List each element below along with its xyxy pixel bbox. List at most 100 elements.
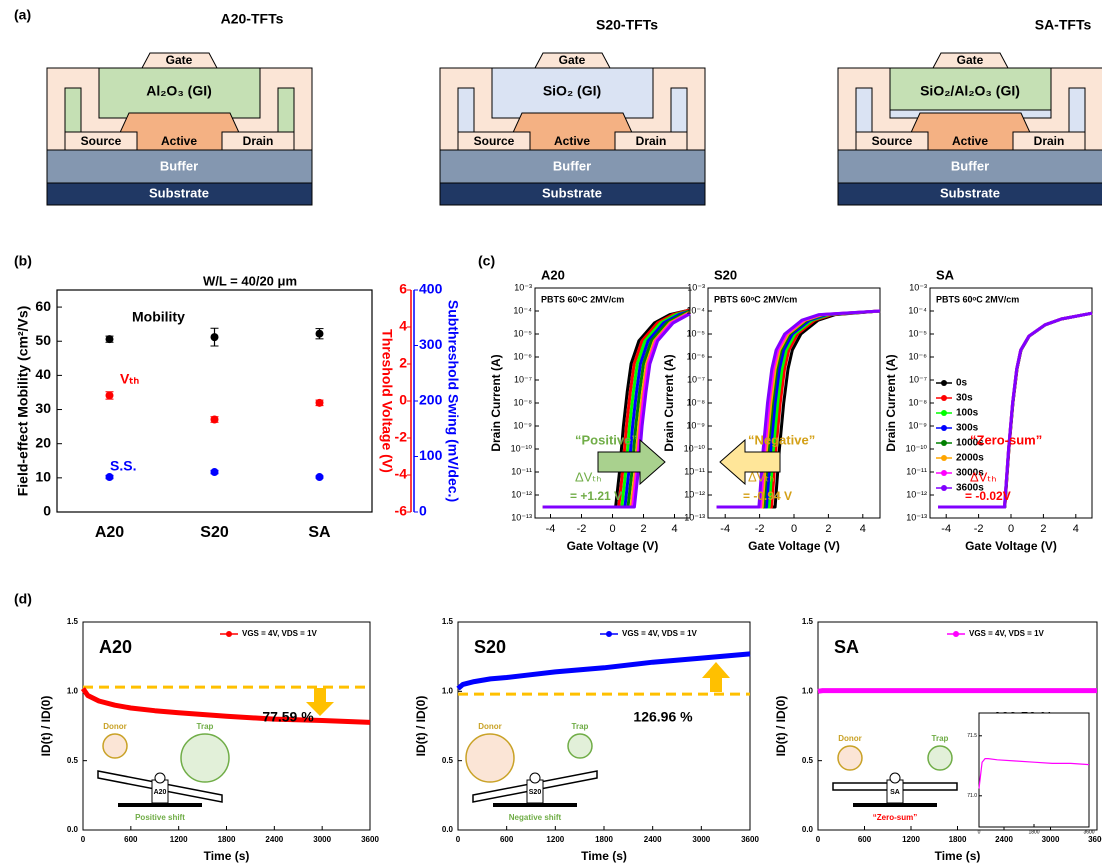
x-axis-title: Gate Voltage (V) xyxy=(748,539,840,553)
y-tick-label: 10⁻¹¹ xyxy=(906,466,927,476)
trap-bag xyxy=(181,734,229,782)
y-tick-label: 10⁻¹¹ xyxy=(684,466,705,476)
legend-label: 2000s xyxy=(956,453,984,464)
x-tick-label: -2 xyxy=(755,523,765,535)
x-axis-title: Time (s) xyxy=(935,849,981,863)
x-axis-title: Gate Voltage (V) xyxy=(567,539,659,553)
panel-label: (d) xyxy=(14,591,32,607)
y-tick-label: 10⁻⁴ xyxy=(908,305,927,315)
x-tick-label: 2400 xyxy=(265,835,283,844)
point xyxy=(316,399,324,407)
legend-label: 100s xyxy=(956,408,979,419)
gi-label: Al₂O₃ (GI) xyxy=(146,83,212,99)
y-tick-label: 10⁻¹² xyxy=(906,489,927,499)
chart-title: S20 xyxy=(474,637,506,657)
x-axis-title: Time (s) xyxy=(581,849,627,863)
x-tick-label: 1800 xyxy=(595,835,613,844)
balance-base xyxy=(493,803,577,807)
gi-pocket xyxy=(856,88,872,132)
x-tick-label: S20 xyxy=(200,524,229,541)
y-tick-label: 10⁻⁴ xyxy=(686,305,705,315)
diagram-title: SA-TFTs xyxy=(1035,17,1092,33)
y-tick-label: 10⁻¹⁰ xyxy=(906,443,928,453)
y2-tick-label: -4 xyxy=(395,466,408,482)
x-tick-label: 600 xyxy=(500,835,514,844)
x-tick-label: 2 xyxy=(825,523,831,535)
panel-label: (b) xyxy=(14,253,32,269)
y-tick-label: 10⁻¹³ xyxy=(511,512,532,522)
y3-axis-title: Subthreshold Swing (mV/dec.) xyxy=(445,300,461,502)
y-tick-label: 10⁻⁶ xyxy=(687,351,706,361)
x-tick-label: -2 xyxy=(974,523,984,535)
gate-label: Gate xyxy=(957,53,984,67)
drain-label: Drain xyxy=(636,134,667,148)
y-tick-label: 10⁻⁷ xyxy=(514,374,532,384)
result-label: 77.59 % xyxy=(262,709,314,725)
inset-x-tick-label: 3600 xyxy=(1083,829,1094,835)
x-tick-label: 3600 xyxy=(741,835,759,844)
x-tick-label: 4 xyxy=(1073,523,1079,535)
y-axis-title: ID(t) / ID(0) xyxy=(774,696,788,757)
legend-marker xyxy=(941,485,947,491)
legend-marker xyxy=(941,410,947,416)
gate-label: Gate xyxy=(559,53,586,67)
balance-knob xyxy=(890,773,900,783)
x-tick-label: 4 xyxy=(860,523,866,535)
point xyxy=(211,333,219,341)
y-tick-label: 1.5 xyxy=(67,617,79,626)
donor-label: Donor xyxy=(838,734,862,743)
pivot-label: S20 xyxy=(529,789,542,796)
drain-label: Drain xyxy=(1034,134,1065,148)
y-tick-label: 10⁻¹² xyxy=(684,489,705,499)
y-axis-title: Field-effect Mobility (cm²/Vs) xyxy=(15,306,31,497)
y-tick-label: 10⁻⁵ xyxy=(909,328,928,338)
substrate-label: Substrate xyxy=(542,185,602,200)
balance-knob xyxy=(530,773,540,783)
x-tick-label: 2400 xyxy=(995,835,1013,844)
y-tick-label: 0.5 xyxy=(442,756,454,765)
y-tick-label: 10⁻³ xyxy=(687,282,705,292)
x-tick-label: 3600 xyxy=(1088,835,1102,844)
y-axis-title: ID(t) / ID(0) xyxy=(414,696,428,757)
y-tick-label: 0.5 xyxy=(67,756,79,765)
y-tick-label: 50 xyxy=(35,332,51,348)
gi-pocket xyxy=(1069,88,1085,132)
x-tick-label: 3000 xyxy=(313,835,331,844)
legend-marker xyxy=(941,395,947,401)
active-label: Active xyxy=(161,134,197,148)
legend-label: VGS = 4V, VDS = 1V xyxy=(242,629,318,638)
y3-tick-label: 200 xyxy=(419,392,443,408)
point xyxy=(316,473,324,481)
condition-label: PBTS 60ᵒC 2MV/cm xyxy=(936,294,1019,304)
y-tick-label: 1.5 xyxy=(802,617,814,626)
gate-label: Gate xyxy=(166,53,193,67)
point xyxy=(211,468,219,476)
legend-marker xyxy=(941,455,947,461)
y-tick-label: 0.0 xyxy=(67,825,79,834)
diagram-title: S20-TFTs xyxy=(596,17,658,33)
x-tick-label: 1800 xyxy=(949,835,967,844)
y-tick-label: 10⁻⁴ xyxy=(513,305,532,315)
y-tick-label: 1.5 xyxy=(442,617,454,626)
x-tick-label: 2 xyxy=(1040,523,1046,535)
point xyxy=(211,416,219,424)
x-tick-label: 600 xyxy=(124,835,138,844)
shift-label: “Zero-sum” xyxy=(970,432,1042,447)
donor-label: Donor xyxy=(478,722,502,731)
point xyxy=(106,335,114,343)
y-tick-label: 10⁻⁵ xyxy=(514,328,533,338)
panel-label: (c) xyxy=(478,253,495,269)
result-label: 126.96 % xyxy=(633,709,693,725)
point xyxy=(106,473,114,481)
x-tick-label: 4 xyxy=(671,523,677,535)
series-label: Vₜₕ xyxy=(120,371,139,387)
balance-base xyxy=(853,803,937,807)
y-tick-label: 20 xyxy=(35,434,51,450)
buffer-label: Buffer xyxy=(553,158,591,173)
x-axis-title: Time (s) xyxy=(204,849,250,863)
x-tick-label: 3000 xyxy=(1042,835,1060,844)
y3-tick-label: 400 xyxy=(419,281,443,297)
legend-marker xyxy=(941,425,947,431)
y-tick-label: 30 xyxy=(35,400,51,416)
y3-tick-label: 100 xyxy=(419,447,443,463)
